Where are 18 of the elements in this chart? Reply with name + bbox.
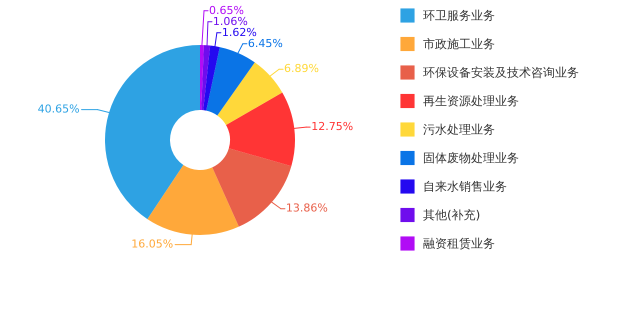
legend-label: 再生资源处理业务 (423, 94, 519, 108)
data-label: 1.62% (222, 26, 257, 39)
legend-label: 市政施工业务 (423, 37, 495, 51)
data-label: 1.06% (212, 14, 248, 28)
legend-label: 自来水销售业务 (423, 180, 507, 194)
data-label: 6.45% (248, 36, 283, 50)
legend-label: 污水处理业务 (423, 122, 495, 136)
data-label: 40.65% (38, 102, 80, 116)
legend-label: 环卫服务业务 (423, 8, 495, 22)
data-label: 16.05% (131, 238, 174, 251)
data-label: 0.65% (209, 4, 244, 17)
data-label: 6.89% (284, 62, 319, 76)
data-label: 12.75% (311, 120, 354, 134)
legend-label: 其他(补充) (423, 208, 480, 222)
data-label: 13.86% (286, 202, 328, 215)
legend-label: 环保设备安装及技术咨询业务 (423, 66, 579, 80)
legend-label: 固体废物处理业务 (423, 151, 519, 165)
legend-label: 融资租赁业务 (423, 236, 495, 250)
